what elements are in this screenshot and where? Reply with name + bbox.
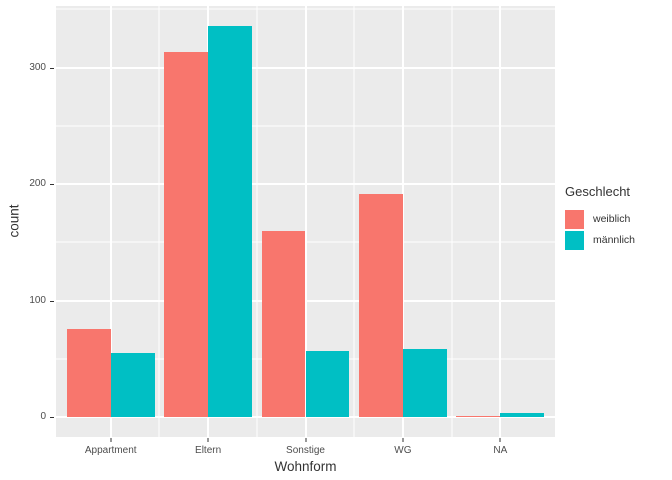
major-vgridline-NA xyxy=(499,6,502,437)
major-vgridline-WG xyxy=(401,6,404,437)
y-tick-label-100: 100 xyxy=(29,294,46,306)
x-tick-label-Appartment: Appartment xyxy=(84,445,137,456)
legend-swatch-weiblich xyxy=(565,209,584,229)
legend-label-weiblich: weiblich xyxy=(593,213,631,225)
bar-männlich-Eltern xyxy=(208,25,252,418)
bar-weiblich-Sonstige xyxy=(261,230,306,418)
plot-panel xyxy=(56,6,555,437)
bar-männlich-NA xyxy=(500,412,545,418)
minor-vgridline-3 xyxy=(353,6,355,437)
x-tick-mark-WG xyxy=(402,438,404,442)
y-axis: 0 100 200 300 xyxy=(0,6,56,437)
x-tick-label-WG: WG xyxy=(394,445,412,456)
x-tick-mark-Eltern xyxy=(207,438,209,442)
y-tick-label-200: 200 xyxy=(29,178,46,190)
x-axis: Appartment Eltern Sonstige WG NA xyxy=(56,437,555,461)
y-tick-mark-300 xyxy=(50,67,54,69)
x-tick-mark-Sonstige xyxy=(305,438,306,442)
bar-weiblich-Appartment xyxy=(66,328,111,418)
minor-vgridline-4 xyxy=(451,6,453,437)
x-tick-label-Eltern: Eltern xyxy=(195,445,222,456)
y-tick-label-0: 0 xyxy=(40,411,46,423)
bar-männlich-Appartment xyxy=(110,353,155,418)
x-tick-mark-NA xyxy=(499,438,501,442)
legend: Geschlecht weiblich männlich xyxy=(565,184,635,251)
legend-title: Geschlecht xyxy=(565,184,631,199)
x-tick-label-NA: NA xyxy=(493,445,508,456)
x-tick-mark-Appartment xyxy=(110,438,112,442)
bar-weiblich-WG xyxy=(359,193,403,418)
minor-vgridline-2 xyxy=(256,6,258,437)
major-vgridline-Sonstige xyxy=(304,6,307,437)
legend-label-maennlich: männlich xyxy=(593,234,636,246)
y-tick-mark-0 xyxy=(50,417,54,419)
x-tick-label-Sonstige: Sonstige xyxy=(286,445,325,456)
x-axis-title: Wohnform xyxy=(274,459,337,474)
bar-männlich-WG xyxy=(402,348,447,418)
bar-männlich-Sonstige xyxy=(305,350,350,418)
bar-weiblich-NA xyxy=(456,416,501,418)
y-tick-mark-100 xyxy=(50,300,54,302)
y-tick-label-300: 300 xyxy=(29,61,46,73)
bar-weiblich-Eltern xyxy=(164,52,209,418)
major-vgridline-Appartment xyxy=(109,6,112,437)
legend-item-weiblich: weiblich xyxy=(565,209,635,229)
minor-vgridline-1 xyxy=(158,6,160,437)
y-tick-mark-200 xyxy=(50,184,54,186)
legend-item-maennlich: männlich xyxy=(565,230,635,250)
legend-swatch-maennlich xyxy=(565,230,584,250)
